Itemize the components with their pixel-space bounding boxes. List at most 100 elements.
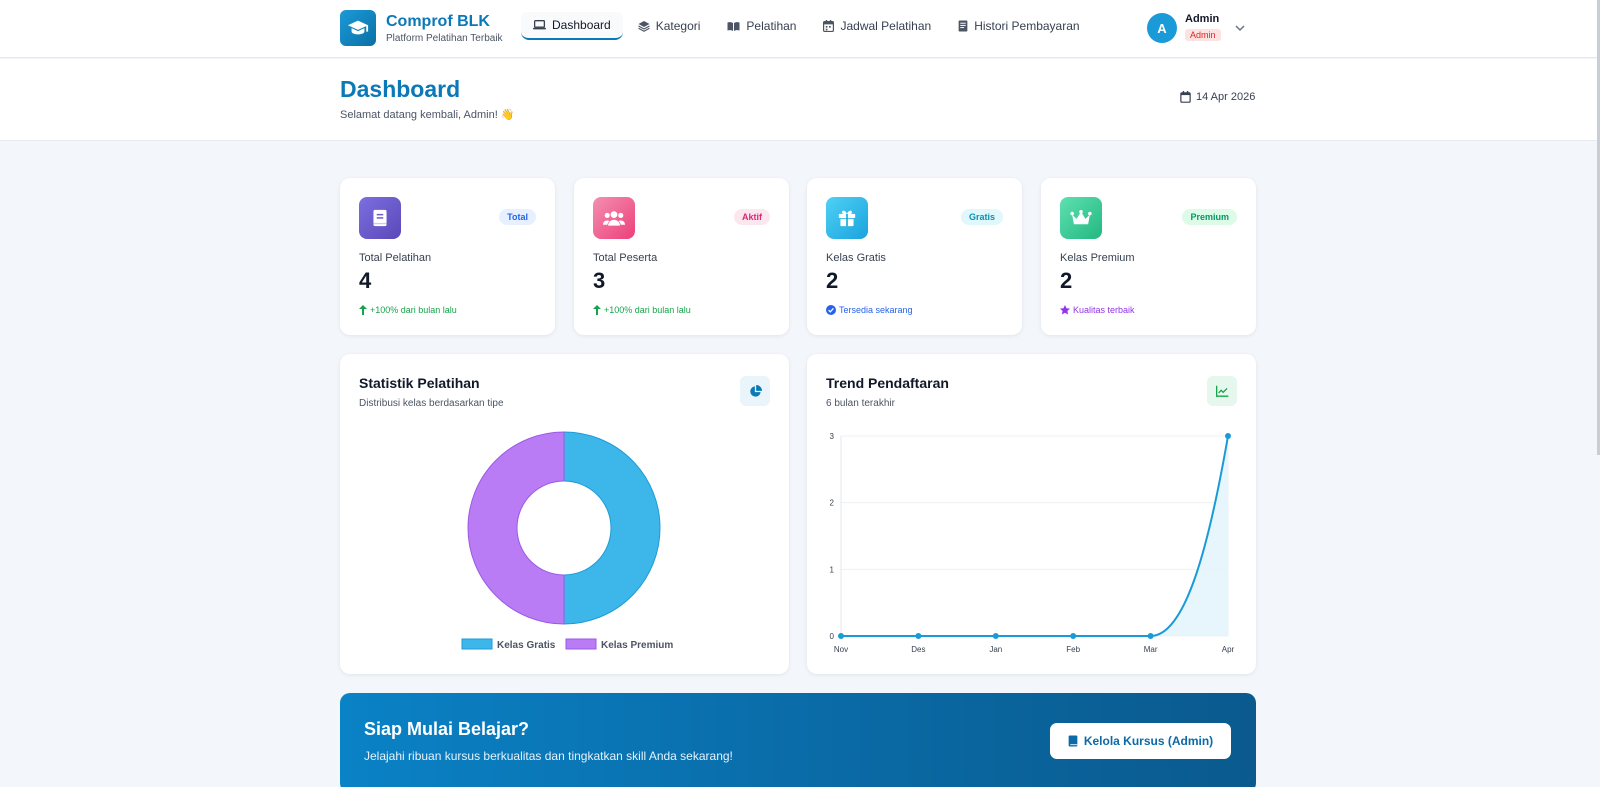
- stat-value: 2: [1060, 268, 1073, 293]
- nav-jadwal[interactable]: Jadwal Pelatihan: [811, 12, 943, 40]
- statistik-pelatihan-card: Statistik Pelatihan Distribusi kelas ber…: [340, 354, 789, 674]
- donut-chart: Kelas Gratis Kelas Premium: [461, 431, 673, 651]
- brand[interactable]: Comprof BLK Platform Pelatihan Terbaik: [340, 10, 503, 46]
- book-icon: [359, 197, 401, 239]
- stat-label: Kelas Gratis: [826, 252, 886, 264]
- chart-title: Statistik Pelatihan: [359, 375, 480, 391]
- nav-pelatihan[interactable]: Pelatihan: [715, 12, 808, 40]
- star-icon: [1060, 305, 1070, 315]
- stat-value: 4: [359, 268, 372, 293]
- calendar-icon: [1180, 91, 1191, 103]
- kelola-kursus-button[interactable]: Kelola Kursus (Admin): [1050, 723, 1231, 759]
- stat-note-text: Kualitas terbaik: [1073, 305, 1135, 315]
- y-tick-label: 3: [830, 432, 835, 441]
- y-tick-label: 0: [830, 632, 835, 641]
- stat-note: +100% dari bulan lalu: [359, 305, 457, 315]
- arrow-up-icon: [593, 305, 601, 315]
- check-circle-icon: [826, 305, 836, 315]
- brand-tagline: Platform Pelatihan Terbaik: [386, 32, 503, 44]
- cta-banner: Siap Mulai Belajar? Jelajahi ribuan kurs…: [340, 693, 1256, 787]
- pie-chart-icon[interactable]: [740, 376, 770, 406]
- brand-name: Comprof BLK: [386, 12, 490, 30]
- stat-badge: Total: [499, 209, 536, 225]
- page-title: Dashboard: [340, 76, 461, 102]
- donut-slice-kelas-premium[interactable]: [467, 431, 565, 625]
- legend-swatch[interactable]: [461, 638, 493, 650]
- chart-subtitle: 6 bulan terakhir: [826, 398, 895, 409]
- line-chart: 0 1 2 3 Nov Des Jan Feb Mar Apr: [830, 432, 1235, 654]
- stat-note: Tersedia sekarang: [826, 305, 913, 315]
- current-date: 14 Apr 2026: [1180, 91, 1255, 103]
- x-tick-label: Mar: [1144, 645, 1158, 654]
- donut-slice-kelas-gratis[interactable]: [563, 431, 661, 625]
- nav-dashboard[interactable]: Dashboard: [521, 12, 623, 40]
- receipt-icon: [958, 20, 968, 32]
- welcome-text: Selamat datang kembali, Admin! 👋: [340, 109, 515, 121]
- x-tick-label: Feb: [1066, 645, 1080, 654]
- y-tick-label: 1: [830, 565, 835, 574]
- stat-value: 2: [826, 268, 839, 293]
- stat-card-total-pelatihan: Total Total Pelatihan 4 +100% dari bulan…: [340, 178, 555, 335]
- data-point[interactable]: [838, 633, 844, 639]
- stat-badge: Aktif: [734, 209, 770, 225]
- line-area-fill: [841, 436, 1228, 636]
- nav-jadwal-label: Jadwal Pelatihan: [840, 19, 932, 33]
- layers-icon: [637, 21, 650, 32]
- trend-pendaftaran-card: Trend Pendaftaran 6 bulan terakhir 0 1 2 3 N…: [807, 354, 1256, 674]
- stat-note: Kualitas terbaik: [1060, 305, 1135, 315]
- legend-label[interactable]: Kelas Gratis: [497, 640, 556, 651]
- stat-card-kelas-premium: Premium Kelas Premium 2 Kualitas terbaik: [1041, 178, 1256, 335]
- nav-pelatihan-label: Pelatihan: [746, 19, 797, 33]
- book-icon: [1068, 735, 1078, 747]
- data-point[interactable]: [992, 633, 999, 639]
- stat-card-total-peserta: Aktif Total Peserta 3 +100% dari bulan l…: [574, 178, 789, 335]
- graduation-cap-icon: [340, 10, 376, 46]
- kelola-kursus-label: Kelola Kursus (Admin): [1083, 734, 1214, 748]
- stat-note: +100% dari bulan lalu: [593, 305, 691, 315]
- stat-note-text: +100% dari bulan lalu: [370, 305, 457, 315]
- stat-note-text: +100% dari bulan lalu: [604, 305, 691, 315]
- top-navbar: Comprof BLK Platform Pelatihan Terbaik D…: [0, 0, 1600, 58]
- nav-histori-label: Histori Pembayaran: [974, 19, 1080, 33]
- date-text: 14 Apr 2026: [1196, 91, 1256, 103]
- data-point[interactable]: [1147, 633, 1154, 639]
- legend-swatch[interactable]: [565, 638, 597, 650]
- x-tick-label: Nov: [834, 645, 848, 654]
- user-role-badge: Admin: [1185, 29, 1221, 41]
- cta-title: Siap Mulai Belajar?: [364, 719, 530, 739]
- crown-icon: [1060, 197, 1102, 239]
- nav-dashboard-label: Dashboard: [552, 18, 611, 32]
- stat-label: Kelas Premium: [1060, 252, 1135, 264]
- data-point[interactable]: [915, 633, 922, 639]
- legend-label[interactable]: Kelas Premium: [601, 640, 673, 651]
- trend-line: [840, 435, 1229, 637]
- chevron-down-icon[interactable]: [1234, 24, 1245, 32]
- line-chart-icon[interactable]: [1207, 376, 1237, 406]
- page-header: Dashboard Selamat datang kembali, Admin!…: [0, 59, 1600, 141]
- stat-label: Total Peserta: [593, 252, 658, 264]
- arrow-up-icon: [359, 305, 367, 315]
- chart-title: Trend Pendaftaran: [826, 375, 949, 391]
- stat-note-text: Tersedia sekarang: [839, 305, 913, 315]
- data-point[interactable]: [1070, 633, 1077, 639]
- avatar: A: [1147, 13, 1177, 43]
- cta-text: Jelajahi ribuan kursus berkualitas dan t…: [364, 749, 733, 763]
- nav-kategori[interactable]: Kategori: [626, 12, 713, 40]
- users-icon: [593, 197, 635, 239]
- user-menu[interactable]: A Admin Admin: [1147, 13, 1245, 43]
- stat-badge: Premium: [1182, 209, 1237, 225]
- calendar-icon: [823, 20, 835, 32]
- nav-histori[interactable]: Histori Pembayaran: [946, 12, 1091, 40]
- user-name: Admin: [1185, 13, 1220, 25]
- stat-badge: Gratis: [960, 209, 1003, 225]
- gift-icon: [826, 197, 868, 239]
- main-nav: Dashboard Kategori Pelatihan Jadwal Pela…: [521, 12, 1095, 40]
- stat-label: Total Pelatihan: [359, 252, 432, 264]
- x-tick-label: Des: [911, 645, 925, 654]
- data-point[interactable]: [1225, 433, 1231, 439]
- chart-subtitle: Distribusi kelas berdasarkan tipe: [359, 398, 504, 409]
- x-tick-label: Jan: [989, 645, 1002, 654]
- stat-card-kelas-gratis: Gratis Kelas Gratis 2 Tersedia sekarang: [807, 178, 1022, 335]
- stat-value: 3: [593, 268, 606, 293]
- scrollbar[interactable]: [1597, 0, 1600, 455]
